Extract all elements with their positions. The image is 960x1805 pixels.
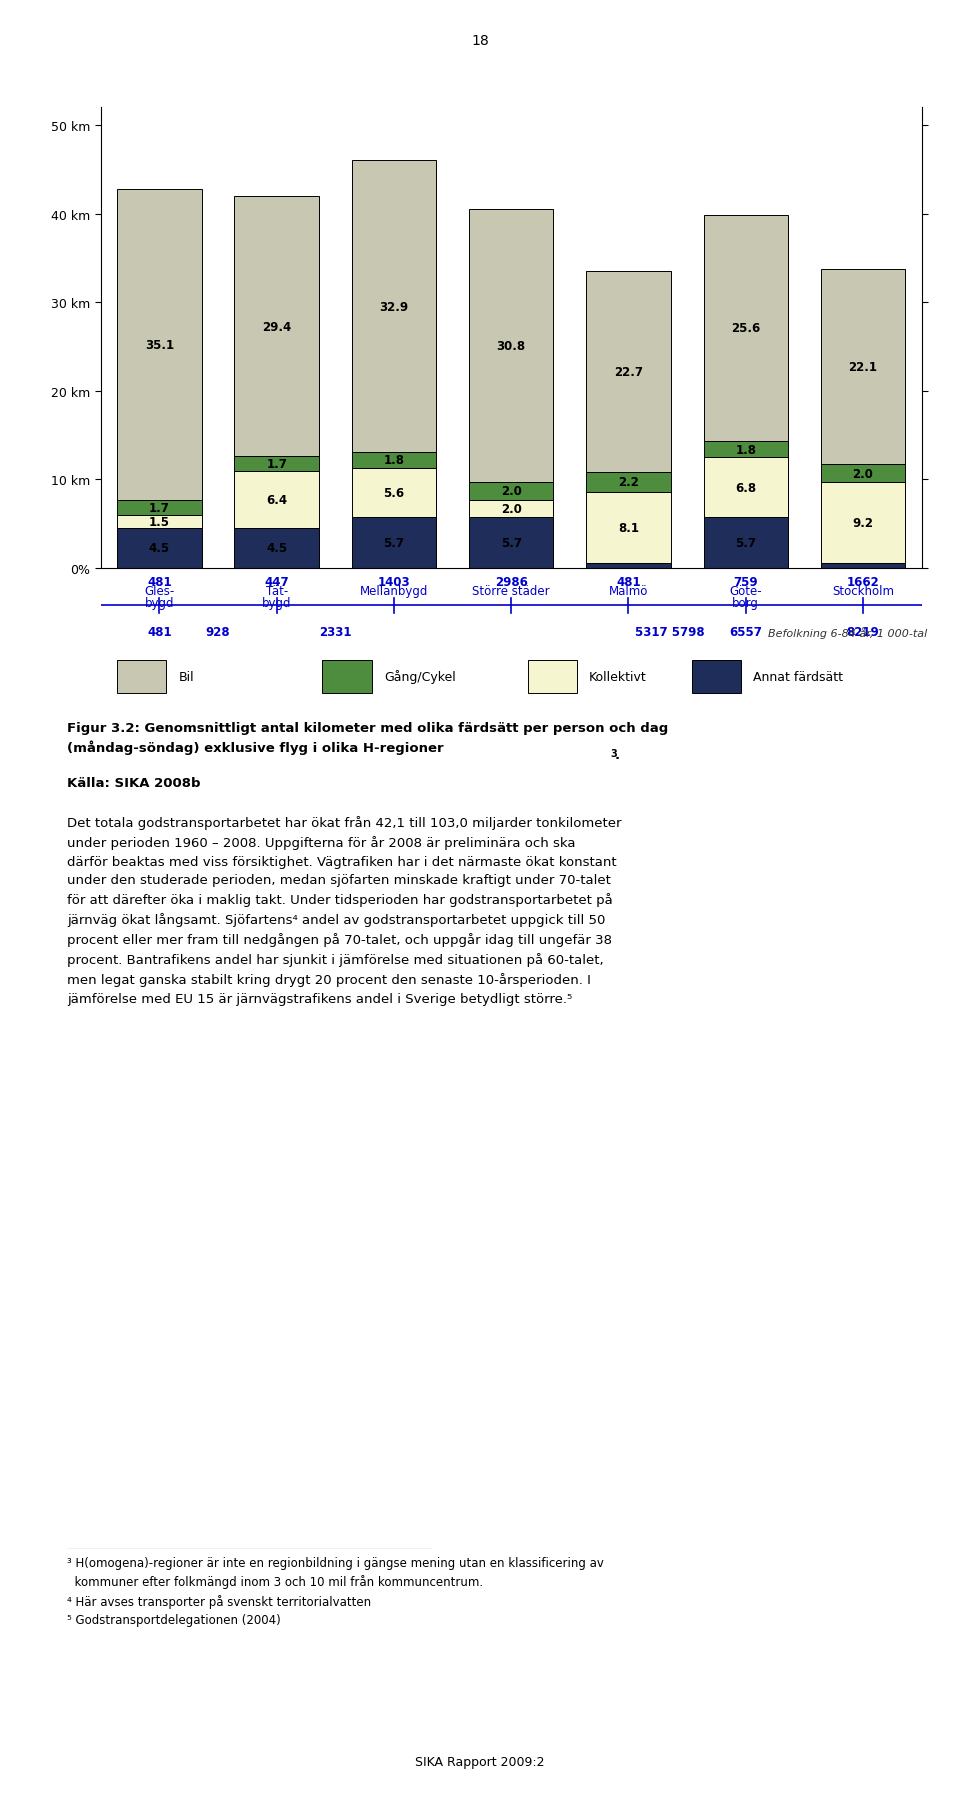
Bar [351, 453, 436, 469]
Text: 5.7: 5.7 [383, 536, 404, 551]
Bar [469, 482, 553, 500]
Text: 4.5: 4.5 [149, 542, 170, 556]
Bar [821, 466, 905, 482]
Bar [587, 493, 671, 565]
Text: 447: 447 [264, 576, 289, 588]
Text: bygd: bygd [145, 597, 174, 610]
Bar [704, 442, 788, 458]
Text: Gles-: Gles- [144, 585, 175, 597]
Text: 481: 481 [147, 576, 172, 588]
Bar [587, 273, 671, 473]
Bar [704, 518, 788, 569]
Bar [117, 661, 166, 693]
Text: 5.7: 5.7 [735, 536, 756, 551]
Text: 5317 5798: 5317 5798 [635, 626, 705, 639]
Text: Befolkning 6-84 år, 1 000-tal: Befolkning 6-84 år, 1 000-tal [768, 626, 927, 639]
Text: 2.0: 2.0 [501, 486, 521, 498]
Bar [469, 500, 553, 518]
Text: 25.6: 25.6 [732, 323, 760, 336]
Text: 18: 18 [471, 34, 489, 49]
Text: 1.7: 1.7 [149, 502, 170, 514]
Bar [351, 161, 436, 453]
Text: 5.6: 5.6 [383, 487, 404, 500]
Text: Det totala godstransportarbetet har ökat från 42,1 till 103,0 miljarder tonkilom: Det totala godstransportarbetet har ökat… [67, 816, 622, 1005]
Text: 3: 3 [611, 747, 617, 758]
Text: 2.0: 2.0 [852, 467, 874, 480]
Bar [234, 197, 319, 457]
Text: 1.5: 1.5 [149, 516, 170, 529]
Bar [117, 529, 202, 569]
Text: 22.1: 22.1 [849, 361, 877, 374]
Bar [692, 661, 741, 693]
Text: 928: 928 [205, 626, 230, 639]
Bar [469, 209, 553, 482]
Text: Mellanbygd: Mellanbygd [360, 585, 428, 597]
Bar [821, 482, 905, 565]
Bar [323, 661, 372, 693]
Text: 22.7: 22.7 [614, 366, 643, 379]
Text: 481: 481 [147, 626, 172, 639]
Text: 4.5: 4.5 [266, 542, 287, 556]
Bar [821, 565, 905, 569]
Text: Källa: SIKA 2008b: Källa: SIKA 2008b [67, 776, 201, 789]
Text: 2.2: 2.2 [618, 477, 639, 489]
Text: 32.9: 32.9 [379, 300, 409, 314]
Text: 1.8: 1.8 [735, 444, 756, 457]
Text: 6557: 6557 [730, 626, 762, 639]
Text: 1403: 1403 [377, 576, 410, 588]
Text: Bil: Bil [179, 670, 195, 684]
Bar [234, 457, 319, 473]
Text: 5.7: 5.7 [501, 536, 521, 551]
Bar [117, 190, 202, 500]
Text: 35.1: 35.1 [145, 339, 174, 352]
Text: 29.4: 29.4 [262, 321, 291, 334]
Bar [234, 529, 319, 569]
Text: 1.7: 1.7 [266, 458, 287, 471]
Text: 6.8: 6.8 [735, 482, 756, 495]
Text: borg: borg [732, 597, 759, 610]
Bar [587, 565, 671, 569]
Text: Göte-: Göte- [730, 585, 762, 597]
Text: 8219: 8219 [847, 626, 879, 639]
Text: Stockholm: Stockholm [832, 585, 894, 597]
Bar [704, 215, 788, 442]
Text: 2331: 2331 [319, 626, 351, 639]
Text: Tät-: Tät- [266, 585, 288, 597]
Text: 759: 759 [733, 576, 758, 588]
Text: SIKA Rapport 2009:2: SIKA Rapport 2009:2 [416, 1754, 544, 1769]
Text: Annat färdsätt: Annat färdsätt [754, 670, 843, 684]
Bar [704, 458, 788, 518]
Text: 1.8: 1.8 [383, 455, 404, 467]
Bar [234, 473, 319, 529]
Text: Figur 3.2: Genomsnittligt antal kilometer med olika färdsätt per person och dag
: Figur 3.2: Genomsnittligt antal kilomete… [67, 722, 668, 754]
Bar [821, 269, 905, 466]
Text: 8.1: 8.1 [618, 522, 639, 534]
Text: .: . [614, 747, 619, 762]
Text: Kollektivt: Kollektivt [589, 670, 647, 684]
Text: bygd: bygd [262, 597, 292, 610]
Bar [351, 469, 436, 518]
Bar [587, 473, 671, 493]
Bar [469, 518, 553, 569]
Text: 2986: 2986 [494, 576, 528, 588]
Bar [528, 661, 577, 693]
Bar [351, 518, 436, 569]
Text: 30.8: 30.8 [496, 339, 526, 354]
Text: 2.0: 2.0 [501, 504, 521, 516]
Text: 9.2: 9.2 [852, 516, 874, 531]
Text: Större städer: Större städer [472, 585, 550, 597]
Text: Gång/Cykel: Gång/Cykel [384, 670, 456, 684]
Bar [117, 500, 202, 516]
Text: 1662: 1662 [847, 576, 879, 588]
Text: Malmö: Malmö [609, 585, 648, 597]
Bar [117, 516, 202, 529]
Text: 481: 481 [616, 576, 640, 588]
Text: 6.4: 6.4 [266, 495, 287, 507]
Text: ³ H(omogena)-regioner är inte en regionbildning i gängse mening utan en klassifi: ³ H(omogena)-regioner är inte en regionb… [67, 1556, 604, 1626]
